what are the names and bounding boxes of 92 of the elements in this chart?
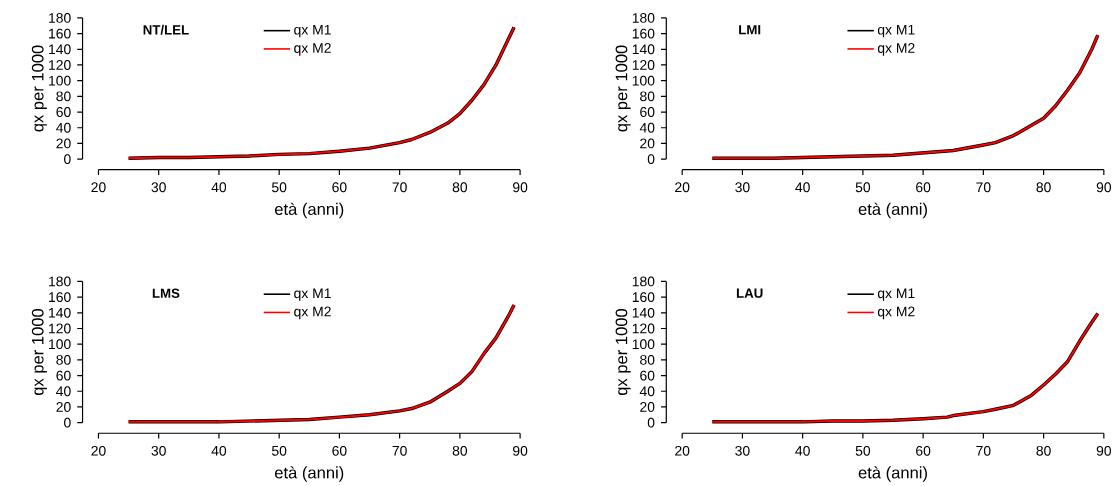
x-tick-label: 20	[91, 182, 106, 193]
y-tick-label: 100	[632, 339, 655, 350]
y-tick-label: 100	[632, 75, 655, 86]
y-tick-label: 120	[49, 323, 71, 334]
x-tick-label: 60	[332, 182, 347, 193]
x-tick-label: 90	[1096, 182, 1112, 193]
legend-label: qx M1	[294, 288, 331, 301]
y-tick-label: 0	[647, 417, 655, 428]
x-tick-label: 50	[855, 445, 871, 456]
x-axis-title: età (anni)	[274, 466, 344, 482]
y-tick-label: 40	[56, 122, 71, 133]
x-axis-title: età (anni)	[274, 202, 344, 219]
legend-label: qx M2	[877, 306, 915, 320]
y-tick-label: 80	[56, 354, 71, 365]
x-tick-label: 50	[855, 182, 871, 193]
x-tick-label: 90	[513, 182, 528, 193]
legend-label: qx M1	[294, 24, 331, 38]
x-tick-label: 80	[1036, 182, 1051, 193]
y-tick-label: 140	[49, 44, 71, 55]
x-tick-label: 90	[513, 445, 528, 456]
x-tick-label: 80	[452, 445, 468, 456]
y-tick-label: 60	[640, 370, 655, 381]
x-tick-label: 20	[675, 182, 690, 193]
y-tick-label: 160	[632, 28, 655, 39]
x-tick-label: 30	[151, 182, 166, 193]
x-tick-label: 30	[735, 182, 750, 193]
x-tick-label: 70	[976, 182, 991, 193]
x-tick-label: 50	[271, 182, 287, 193]
x-tick-label: 20	[91, 445, 106, 456]
x-tick-label: 30	[151, 445, 166, 456]
legend-label: qx M1	[877, 24, 915, 38]
x-tick-label: 80	[1036, 445, 1051, 456]
y-tick-label: 20	[640, 138, 655, 149]
y-tick-label: 120	[632, 323, 655, 334]
x-tick-label: 70	[392, 182, 407, 193]
y-tick-label: 140	[49, 307, 71, 318]
y-tick-label: 20	[56, 138, 71, 149]
x-tick-label: 20	[675, 445, 690, 456]
legend-label: qx M1	[877, 288, 915, 301]
y-tick-label: 0	[64, 417, 71, 428]
x-tick-label: 60	[332, 445, 347, 456]
y-tick-label: 120	[632, 59, 655, 70]
y-tick-label: 80	[640, 354, 655, 365]
y-tick-label: 180	[632, 276, 655, 287]
y-tick-label: 140	[632, 44, 655, 55]
x-tick-label: 60	[916, 182, 931, 193]
y-tick-label: 180	[632, 12, 655, 23]
y-tick-label: 60	[640, 107, 655, 117]
y-tick-label: 100	[49, 75, 71, 86]
x-tick-label: 70	[392, 445, 407, 456]
y-tick-label: 160	[49, 28, 71, 39]
y-tick-label: 20	[56, 401, 71, 412]
y-tick-label: 0	[647, 154, 655, 164]
y-tick-label: 40	[56, 386, 71, 397]
x-tick-label: 40	[211, 445, 227, 456]
x-tick-label: 50	[271, 445, 287, 456]
y-tick-label: 60	[56, 370, 71, 381]
y-tick-label: 180	[49, 276, 71, 287]
y-tick-label: 0	[64, 154, 71, 164]
y-tick-label: 40	[639, 122, 655, 133]
legend-label: qx M2	[294, 306, 331, 320]
chart-title: NT/LEL	[143, 24, 189, 35]
y-tick-label: 140	[632, 307, 655, 318]
y-tick-label: 80	[640, 91, 655, 102]
x-tick-label: 40	[795, 182, 810, 193]
y-tick-label: 120	[49, 59, 71, 70]
y-tick-label: 100	[49, 339, 71, 350]
chart-title: LMS	[152, 288, 180, 298]
x-tick-label: 70	[976, 445, 991, 456]
x-tick-label: 30	[735, 445, 750, 456]
x-axis-title: età (anni)	[858, 466, 927, 482]
legend-label: qx M2	[877, 42, 915, 56]
y-axis-title: qx per 1000	[615, 45, 631, 132]
y-axis-title: qx per 1000	[615, 308, 631, 395]
x-tick-label: 80	[452, 182, 468, 193]
chart-title: LAU	[736, 288, 763, 298]
y-tick-label: 80	[56, 91, 71, 102]
x-tick-label: 60	[916, 445, 931, 456]
y-tick-label: 160	[49, 292, 71, 302]
y-tick-label: 20	[640, 401, 655, 412]
x-tick-label: 40	[795, 445, 810, 456]
y-tick-label: 160	[632, 292, 655, 302]
y-axis-title: qx per 1000	[31, 45, 47, 132]
legend-label: qx M2	[294, 42, 331, 56]
x-tick-label: 90	[1096, 445, 1112, 456]
y-tick-label: 40	[639, 386, 655, 397]
y-axis-title: qx per 1000	[31, 308, 47, 395]
x-tick-label: 40	[211, 182, 227, 193]
chart-title: LMI	[739, 25, 761, 35]
y-tick-label: 60	[56, 107, 71, 117]
x-axis-title: età (anni)	[858, 202, 927, 219]
y-tick-label: 180	[49, 12, 71, 23]
